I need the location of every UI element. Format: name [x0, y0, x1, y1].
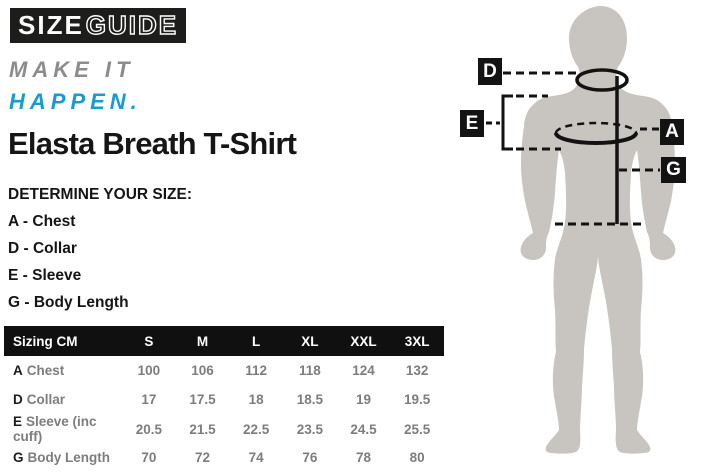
- row-label: E Sleeve (inc cuff): [4, 414, 122, 444]
- table-row-collar: D Collar 17 17.5 18 18.5 19 19.5: [4, 385, 444, 414]
- chest-ellipse-bottom: [554, 132, 638, 145]
- size-key-list: A - Chest D - Collar E - Sleeve G - Body…: [8, 208, 129, 316]
- cell-value: 78: [355, 450, 371, 465]
- measurement-diagram: [486, 6, 676, 454]
- size-key-item-collar: D - Collar: [8, 240, 77, 257]
- cell-value: 80: [409, 450, 425, 465]
- cell-value: 18: [248, 392, 264, 407]
- table-row-sleeve: E Sleeve (inc cuff) 20.5 21.5 22.5 23.5 2…: [4, 414, 444, 444]
- cell-value: 100: [137, 363, 161, 378]
- table-header-row: Sizing CM S M L XL XXL 3XL: [4, 326, 444, 356]
- size-guide-logo: SIZE GUIDE: [10, 8, 187, 43]
- cell-value: 76: [302, 450, 318, 465]
- cell-value: 124: [352, 363, 375, 378]
- sleeve-bracket: [501, 94, 513, 151]
- row-label: D Collar: [4, 392, 122, 407]
- cell-value: 17: [141, 392, 157, 407]
- row-label-text: Sleeve (inc cuff): [13, 414, 97, 444]
- size-table: Sizing CM S M L XL XXL 3XL A Chest 100 10…: [4, 326, 444, 472]
- measure-label-collar: D: [478, 58, 502, 85]
- body-silhouette: [520, 6, 676, 454]
- size-key-heading: DETERMINE YOUR SIZE:: [8, 186, 193, 203]
- column-header-sizing-cm: Sizing CM: [13, 333, 78, 349]
- tagline-happen: HAPPEN.: [9, 89, 142, 114]
- row-label-text: Body Length: [27, 450, 111, 465]
- cell-value: 74: [248, 450, 264, 465]
- logo-text-guide: GUIDE: [85, 9, 179, 40]
- measure-label-body-length: G: [661, 157, 686, 183]
- size-key-item-sleeve: E - Sleeve: [8, 267, 82, 284]
- product-title: Elasta Breath T-Shirt: [8, 126, 297, 161]
- row-label: A Chest: [4, 363, 122, 378]
- cell-value: 25.5: [404, 421, 431, 437]
- collar-ellipse: [575, 68, 629, 92]
- chest-ellipse-top: [554, 121, 638, 134]
- cell-value: 19: [355, 392, 371, 407]
- cell-value: 20.5: [135, 421, 162, 437]
- measure-label-chest: A: [660, 119, 684, 145]
- cell-value: 22.5: [243, 421, 270, 437]
- cell-value: 23.5: [296, 421, 323, 437]
- cell-value: 18.5: [296, 392, 323, 407]
- table-row-body-length: G Body Length 70 72 74 76 78 80: [4, 443, 444, 472]
- column-header-l: L: [252, 333, 261, 349]
- measure-label-sleeve: E: [460, 110, 484, 137]
- column-header-xxl: XXL: [350, 333, 377, 349]
- size-key-item-chest: A - Chest: [8, 213, 76, 230]
- column-header-m: M: [196, 333, 209, 349]
- column-header-3xl: 3XL: [404, 333, 430, 349]
- row-label-text: Chest: [26, 363, 65, 378]
- cell-value: 132: [405, 363, 429, 378]
- cell-value: 70: [141, 450, 157, 465]
- table-row-chest: A Chest 100 106 112 118 124 132: [4, 356, 444, 385]
- cell-value: 21.5: [189, 421, 216, 437]
- row-letter: E: [13, 414, 23, 429]
- row-label: G Body Length: [4, 450, 122, 465]
- tagline-make-it: MAKE IT: [9, 57, 135, 82]
- cell-value: 118: [298, 363, 321, 378]
- column-header-xl: XL: [301, 333, 319, 349]
- cell-value: 24.5: [350, 421, 377, 437]
- cell-value: 17.5: [189, 392, 216, 407]
- row-letter: D: [13, 392, 23, 407]
- row-letter: G: [13, 450, 24, 465]
- cell-value: 112: [245, 363, 268, 378]
- cell-value: 72: [194, 450, 210, 465]
- logo-text-size: SIZE: [18, 10, 84, 40]
- row-label-text: Collar: [26, 392, 66, 407]
- cell-value: 19.5: [404, 392, 431, 407]
- row-letter: A: [13, 363, 23, 378]
- size-key-item-body-length: G - Body Length: [8, 294, 129, 311]
- column-header-s: S: [144, 333, 154, 349]
- cell-value: 106: [191, 363, 214, 378]
